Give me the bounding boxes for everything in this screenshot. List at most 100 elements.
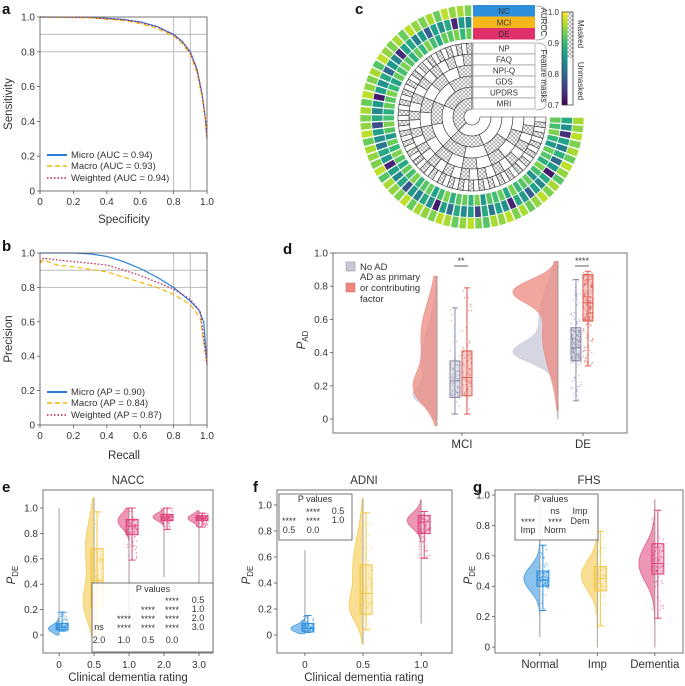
data-point — [101, 533, 104, 535]
data-point — [588, 322, 590, 324]
auroc-cell-nc — [524, 199, 536, 213]
auroc-cell-nc — [547, 179, 560, 192]
data-point — [370, 583, 372, 585]
data-point — [600, 596, 603, 598]
data-point — [418, 537, 421, 540]
data-point — [303, 619, 306, 621]
data-point — [594, 612, 596, 614]
data-point — [661, 546, 664, 548]
auroc-cell-nc — [489, 215, 499, 227]
data-point — [451, 389, 453, 391]
data-point — [573, 343, 576, 346]
data-point — [583, 283, 586, 286]
y-axis-label: PDE — [6, 566, 20, 585]
data-point — [651, 518, 653, 520]
data-point — [126, 524, 128, 526]
feature-mask-cell-np — [473, 179, 480, 192]
data-point — [538, 572, 540, 575]
data-point — [127, 543, 129, 546]
data-point — [590, 363, 592, 365]
feature-label-box — [472, 97, 536, 110]
data-point — [661, 582, 664, 585]
data-point — [455, 363, 457, 366]
data-point — [100, 559, 102, 561]
data-point — [136, 527, 138, 530]
y-axis-label: PAD — [296, 330, 310, 349]
x-tick-label: 1.0 — [122, 660, 136, 671]
data-point — [583, 285, 585, 287]
data-point — [132, 540, 134, 542]
data-point — [662, 604, 664, 607]
data-point — [417, 511, 419, 513]
legend-label-no-ad: No AD — [360, 262, 388, 273]
data-point — [604, 594, 606, 596]
data-point — [546, 582, 548, 584]
data-point — [468, 372, 470, 375]
feature-label-mri: MRI — [497, 100, 512, 109]
y-tick-label: 0.2 — [21, 152, 35, 163]
feature-mask-cell-npi-q — [419, 111, 433, 128]
auroc-cell-de — [419, 179, 430, 192]
data-point — [99, 559, 101, 561]
ring-label-nc: NC — [498, 7, 510, 16]
data-point — [589, 289, 591, 291]
auroc-cell-nc — [360, 115, 372, 122]
auroc-cell-mci — [429, 23, 440, 36]
data-point — [368, 602, 370, 604]
data-point — [591, 274, 593, 277]
data-point — [362, 596, 365, 599]
data-point — [135, 524, 137, 526]
auroc-cell-de — [448, 192, 457, 204]
violin-group-0 — [290, 549, 315, 635]
data-point — [589, 303, 591, 305]
box — [417, 514, 431, 535]
auroc-cell-mci — [416, 30, 428, 43]
data-point — [207, 513, 209, 515]
data-point — [91, 532, 93, 534]
data-point — [426, 556, 429, 559]
data-point — [585, 317, 587, 319]
pvalue-row-label: 3.0 — [192, 622, 205, 632]
auroc-cell-de — [396, 66, 408, 77]
auroc-cell-de — [384, 96, 397, 104]
data-point — [133, 536, 136, 538]
pvalue-row-label: 0.5 — [192, 595, 205, 605]
auroc-cell-nc — [387, 183, 401, 196]
data-point — [463, 297, 466, 299]
panel-letter-g: g — [473, 479, 482, 496]
data-point — [573, 353, 576, 356]
pvalue-table-box — [514, 493, 599, 541]
data-point — [425, 526, 427, 529]
data-point — [419, 515, 422, 518]
pvalue-row-label: 2.0 — [192, 613, 205, 623]
data-point — [362, 588, 364, 590]
data-point — [469, 381, 471, 384]
data-point — [360, 597, 363, 600]
data-point — [543, 556, 545, 558]
data-point — [63, 615, 65, 617]
data-point — [596, 575, 598, 578]
pvalue-col-label: 0.0 — [166, 635, 179, 645]
pvalue-table-title: P values — [298, 494, 333, 504]
data-point — [652, 553, 654, 556]
x-tick-label: 2.0 — [157, 660, 171, 671]
auroc-cell-nc — [556, 167, 569, 179]
y-tick-label: 1.0 — [24, 504, 38, 515]
auroc-cell-nc — [399, 193, 412, 207]
data-point — [660, 557, 662, 559]
data-point — [206, 523, 209, 526]
data-point — [585, 281, 587, 283]
data-point — [652, 558, 655, 561]
data-point — [661, 555, 663, 558]
auroc-cell-de — [440, 32, 449, 45]
auroc-cell-de — [430, 186, 440, 198]
data-point — [450, 320, 453, 322]
data-point — [369, 628, 372, 631]
data-point — [100, 550, 103, 553]
series-line-weighted — [39, 257, 208, 365]
data-point — [661, 550, 663, 553]
data-point — [125, 507, 128, 510]
data-point — [660, 565, 662, 567]
auroc-cell-nc — [382, 177, 396, 190]
